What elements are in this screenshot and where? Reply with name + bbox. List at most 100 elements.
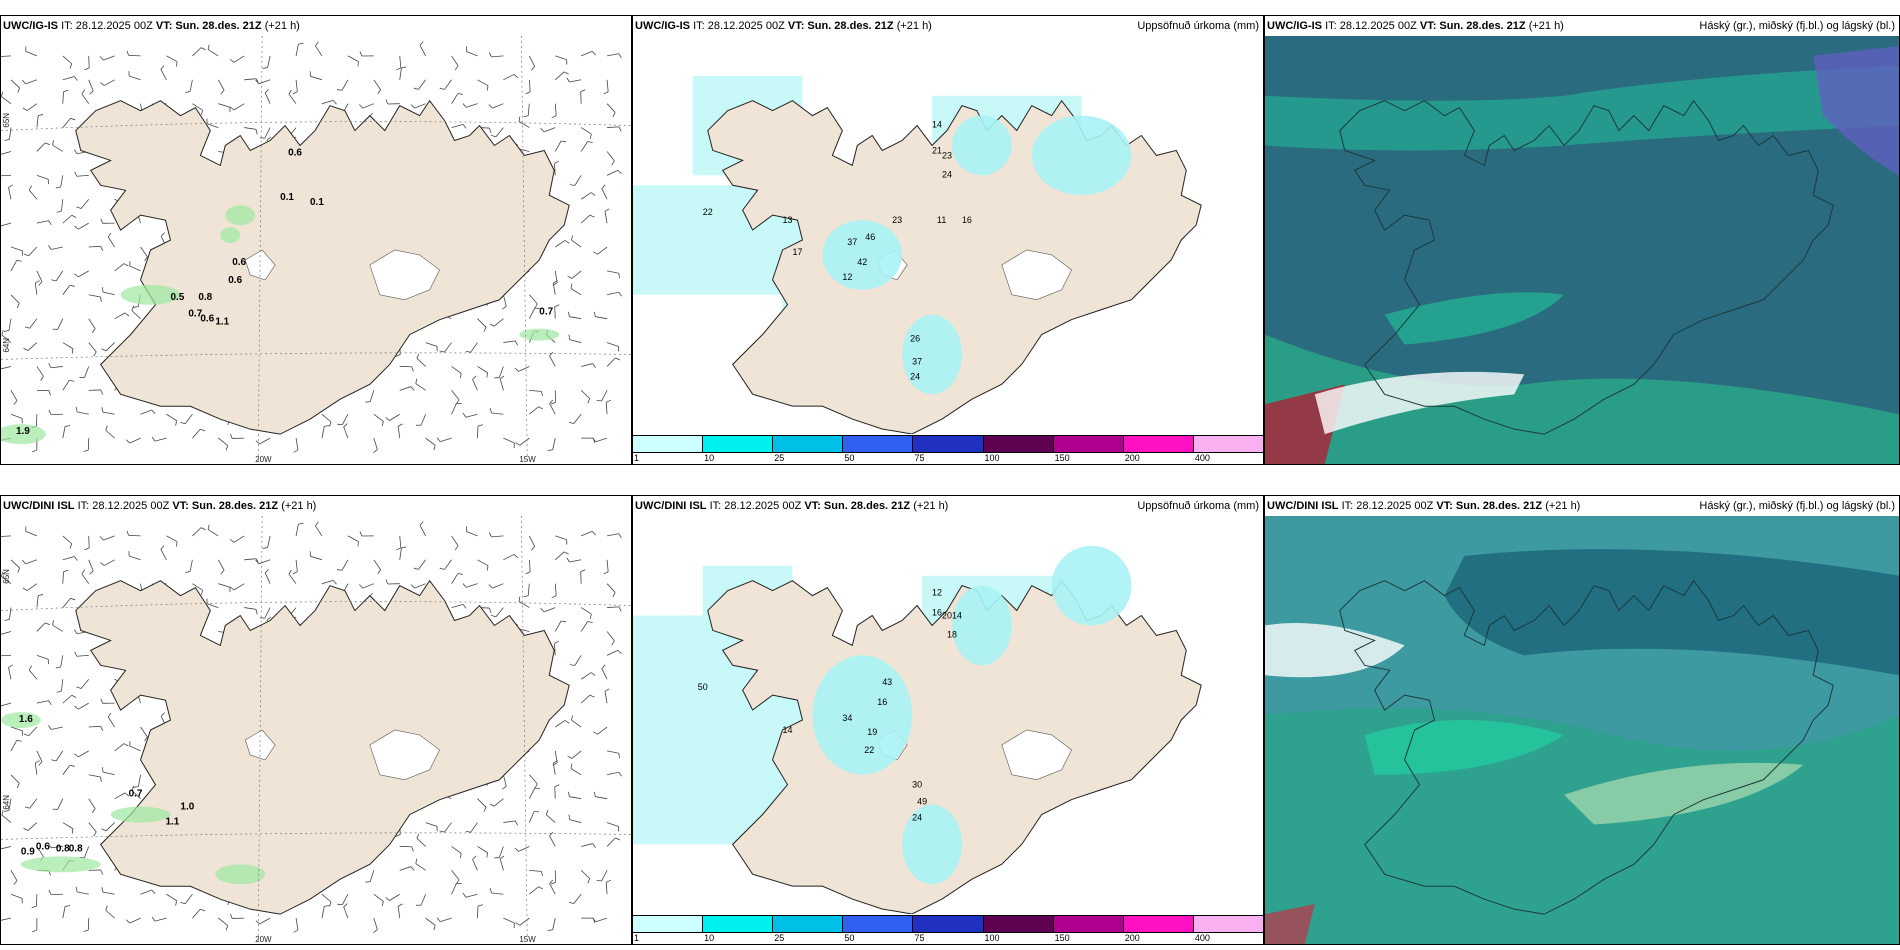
field-title: Uppsöfnuð úrkoma (mm) <box>1137 20 1259 32</box>
wind-barb-flag <box>401 66 407 69</box>
wind-barb <box>569 819 582 823</box>
wind-barb <box>518 366 530 372</box>
wind-barb <box>10 774 20 784</box>
wind-barb-flag <box>131 305 135 311</box>
lead-time: (+21 h) <box>1528 20 1564 32</box>
wind-barb-flag <box>488 532 492 538</box>
wind-barb-flag <box>571 235 574 241</box>
wind-barb <box>543 127 556 133</box>
colorbar-tick: 150 <box>1054 453 1070 463</box>
wind-barb <box>549 835 556 847</box>
wind-barb <box>373 893 384 902</box>
wind-barb <box>604 211 608 224</box>
iceland-land <box>75 579 570 915</box>
wind-barb <box>61 199 64 212</box>
wind-barb-flag <box>606 879 612 883</box>
wind-barb-flag <box>534 303 538 309</box>
wind-barb-flag <box>554 304 560 308</box>
glacier <box>244 249 440 301</box>
wind-barb-flag <box>568 334 570 340</box>
value-label: 0.1 <box>310 197 324 208</box>
wind-barb <box>528 811 535 823</box>
wind-barb <box>76 891 89 895</box>
wind-barb-flag <box>604 688 610 692</box>
wind-barb-flag <box>343 423 348 428</box>
wind-barb <box>129 437 141 444</box>
wind-barb <box>36 220 49 224</box>
wind-barb-flag <box>515 442 520 446</box>
wind-barb <box>574 655 582 666</box>
wind-barb-flag <box>459 853 462 859</box>
wind-barb-flag <box>100 218 104 224</box>
colorbar-swatch <box>1122 915 1194 933</box>
wind-barb <box>444 559 452 570</box>
wind-barb <box>295 918 299 931</box>
lead-time: (+21 h) <box>1545 500 1581 512</box>
wind-barb <box>546 814 556 823</box>
wind-barb <box>264 127 271 139</box>
wind-barb <box>606 53 619 57</box>
wind-barb-flag <box>175 420 178 426</box>
wind-barb-flag <box>176 61 178 67</box>
wind-barb <box>192 103 203 111</box>
wind-barb-flag <box>101 828 107 832</box>
wind-barb <box>84 366 90 378</box>
wind-barb <box>472 379 478 391</box>
value-label: 26 <box>910 333 920 343</box>
wind-barb <box>498 846 504 858</box>
wind-barb <box>569 339 582 343</box>
wind-barb-flag <box>180 422 186 425</box>
wind-barb-flag <box>176 541 178 547</box>
wind-barb <box>495 127 504 138</box>
wind-barb <box>62 822 74 830</box>
wind-barb-flag <box>101 287 104 293</box>
cloud-area <box>1364 720 1565 775</box>
precip-over-land <box>822 115 1132 395</box>
wind-barb <box>218 583 230 588</box>
wind-barb <box>498 366 504 378</box>
wind-barb-flag <box>229 586 235 591</box>
wind-barb-flag <box>133 786 139 788</box>
wind-barb-flag <box>411 846 414 852</box>
wind-barb <box>10 893 23 899</box>
valid-time: Sun. 28.des. 21Z <box>191 500 279 512</box>
wind-barb-flag <box>514 367 519 372</box>
wind-barb <box>519 437 530 446</box>
wind-barb-flag <box>568 311 570 317</box>
wind-barb <box>416 358 426 367</box>
wind-barb <box>518 846 530 852</box>
lat-label-65n: 65N <box>2 113 11 128</box>
value-label: 37 <box>912 356 922 366</box>
wind-barb-flag <box>52 140 54 146</box>
wind-barb-flag <box>255 129 258 135</box>
wind-barb <box>451 403 457 415</box>
wind-barb <box>192 583 203 591</box>
glacier <box>244 729 440 781</box>
wind-barb <box>466 583 478 588</box>
precip-blob <box>120 284 181 305</box>
wind-barb <box>373 438 378 450</box>
wind-barb <box>103 559 115 566</box>
wind-barb-flag <box>151 409 156 415</box>
wind-barb <box>552 438 556 450</box>
wind-barb-flag <box>612 592 616 598</box>
wind-barb-flag <box>75 406 78 412</box>
wind-barb-flag <box>587 141 593 143</box>
wind-barb <box>233 55 245 63</box>
wind-barb <box>295 438 299 451</box>
wind-barb <box>78 222 89 230</box>
wind-barb <box>595 316 608 320</box>
wind-barb <box>444 822 452 833</box>
wind-barb <box>552 282 556 295</box>
wind-barb-flag <box>100 869 104 875</box>
wind-barb <box>341 894 349 905</box>
wind-barb <box>529 869 542 872</box>
wind-barb-flag <box>547 449 553 451</box>
wind-barb-flag <box>436 917 441 922</box>
wind-barb-flag <box>84 67 90 71</box>
wind-barb <box>415 863 426 871</box>
wind-barb <box>27 822 38 831</box>
wind-barb-flag <box>589 613 592 619</box>
wind-barb <box>36 174 49 180</box>
